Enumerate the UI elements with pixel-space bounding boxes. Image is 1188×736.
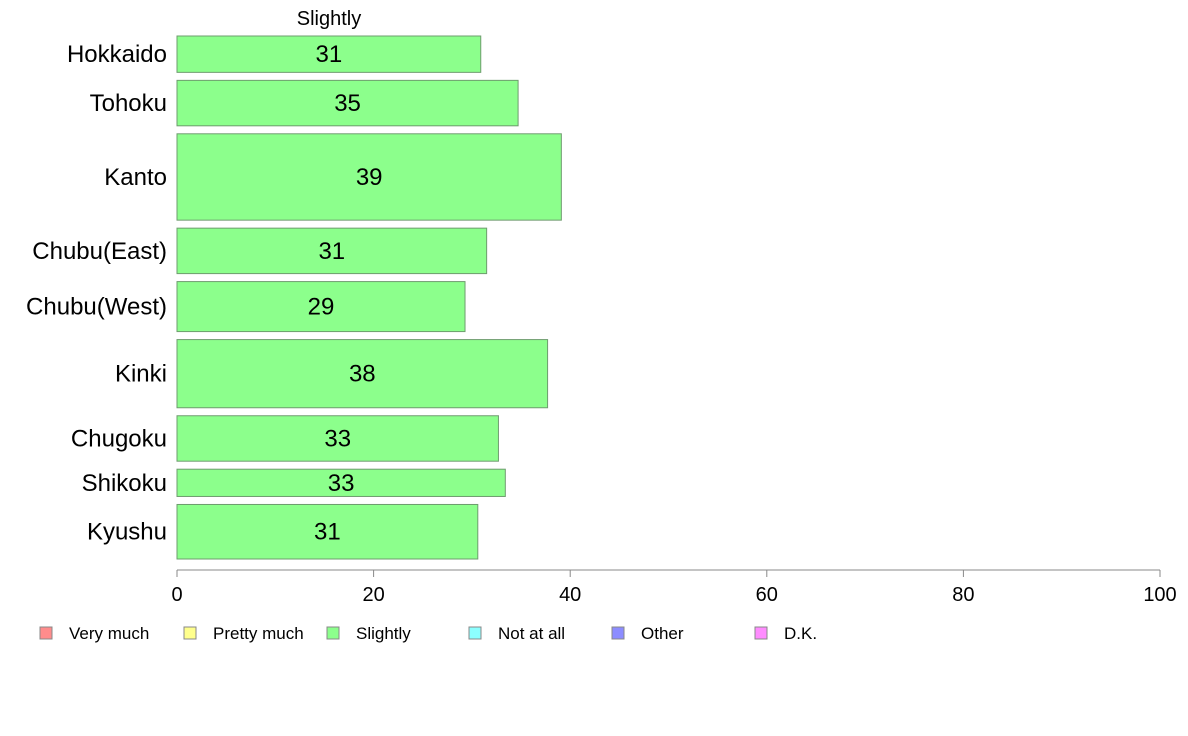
bar-hokkaido xyxy=(176,35,482,73)
bars-group xyxy=(176,35,562,560)
value-label-kinki: 38 xyxy=(349,361,376,388)
category-label-chubu-east: Chubu(East) xyxy=(32,238,167,265)
bar-chugoku xyxy=(176,415,499,462)
legend-swatch-not-at-all xyxy=(468,626,482,640)
bar-kinki xyxy=(176,339,549,409)
category-label-tohoku: Tohoku xyxy=(90,90,167,117)
panel-title: Slightly xyxy=(297,8,361,30)
bar-kyushu xyxy=(176,503,479,560)
category-labels: Hokkaido Tohoku Kanto Chubu(East) Chubu(West… xyxy=(26,41,167,546)
legend-label-very-much: Very much xyxy=(69,624,149,643)
legend: Very much Pretty much Slightly Not at all Ot… xyxy=(39,624,817,643)
category-label-kyushu: Kyushu xyxy=(87,519,167,546)
legend-label-slightly: Slightly xyxy=(356,624,411,643)
value-label-chugoku: 33 xyxy=(324,425,351,452)
bar-kanto xyxy=(176,133,562,221)
x-tick-label-20: 20 xyxy=(362,584,384,606)
legend-swatch-pretty-much xyxy=(183,626,197,640)
legend-swatch-d-k xyxy=(754,626,768,640)
legend-label-pretty-much: Pretty much xyxy=(213,624,304,643)
bar-tohoku xyxy=(176,79,519,127)
category-label-chugoku: Chugoku xyxy=(71,425,167,452)
x-axis: 0 20 40 60 80 100 xyxy=(171,569,1177,606)
category-label-kanto: Kanto xyxy=(104,164,167,191)
legend-swatch-slightly xyxy=(326,626,340,640)
legend-swatch-very-much xyxy=(39,626,53,640)
x-tick-label-60: 60 xyxy=(756,584,778,606)
value-label-tohoku: 35 xyxy=(334,90,361,117)
value-label-chubu-east: 31 xyxy=(318,238,345,265)
category-label-shikoku: Shikoku xyxy=(82,470,167,497)
value-label-shikoku: 33 xyxy=(328,470,355,497)
category-label-hokkaido: Hokkaido xyxy=(67,41,167,68)
bar-chubu-east xyxy=(176,227,488,275)
legend-label-d-k: D.K. xyxy=(784,624,817,643)
value-label-hokkaido: 31 xyxy=(316,41,343,68)
legend-label-not-at-all: Not at all xyxy=(498,624,565,643)
value-label-kyushu: 31 xyxy=(314,519,341,546)
legend-label-other: Other xyxy=(641,624,684,643)
bar-chubu-west xyxy=(176,281,466,333)
category-label-chubu-west: Chubu(West) xyxy=(26,294,167,321)
x-tick-label-100: 100 xyxy=(1143,584,1176,606)
value-label-chubu-west: 29 xyxy=(308,294,335,321)
value-label-kanto: 39 xyxy=(356,164,383,191)
x-tick-label-80: 80 xyxy=(952,584,974,606)
bar-shikoku xyxy=(176,468,506,497)
category-label-kinki: Kinki xyxy=(115,361,167,388)
x-tick-label-0: 0 xyxy=(171,584,182,606)
x-tick-label-40: 40 xyxy=(559,584,581,606)
value-labels: 31 35 39 31 29 38 33 33 31 xyxy=(308,41,383,546)
legend-swatch-other xyxy=(611,626,625,640)
